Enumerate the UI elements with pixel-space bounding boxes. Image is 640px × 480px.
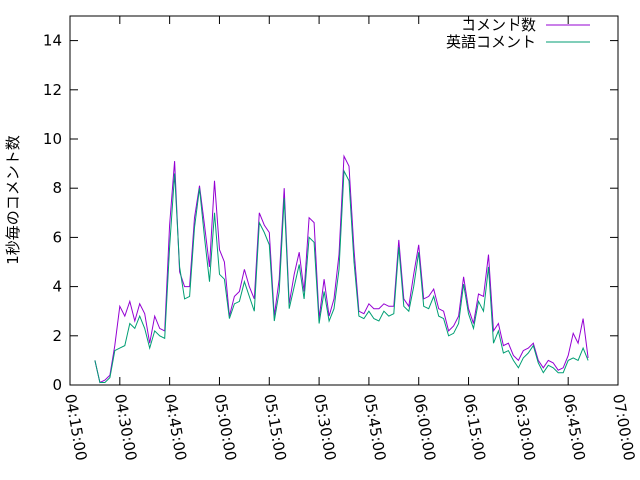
y-axis-label: 1秒毎のコメント数 (4, 135, 22, 265)
x-tick-label: 04:15:00 (61, 393, 90, 462)
y-tick-label: 10 (43, 130, 62, 148)
x-tick-label: 05:45:00 (360, 393, 389, 462)
x-tick-label: 06:45:00 (559, 393, 588, 462)
x-tick-label: 05:30:00 (310, 393, 339, 462)
x-tick-label: 04:45:00 (161, 393, 190, 462)
series-line-1 (94, 169, 589, 383)
legend-label-1: 英語コメント (446, 33, 536, 51)
x-tick-label: 06:15:00 (460, 393, 489, 462)
y-tick-label: 2 (52, 327, 62, 345)
y-tick-label: 12 (43, 81, 62, 99)
y-tick-label: 0 (52, 376, 62, 394)
plot-frame (69, 15, 619, 386)
x-tick-label: 07:00:00 (609, 393, 638, 462)
y-tick-label: 4 (52, 278, 62, 296)
x-tick-label: 05:00:00 (211, 393, 240, 462)
y-tick-label: 8 (52, 179, 62, 197)
y-tick-label: 6 (52, 228, 62, 246)
x-axis: 04:15:00 04:30:00 04:45:00 05:00:00 05:15:00… (61, 16, 638, 462)
x-tick-label: 06:30:00 (509, 393, 538, 462)
x-tick-label: 05:15:00 (260, 393, 289, 462)
x-tick-label: 06:00:00 (410, 393, 439, 462)
series-layer (94, 154, 589, 384)
y-axis: 0 2 4 6 8 10 12 14 (43, 32, 618, 394)
y-tick-label: 14 (43, 32, 62, 50)
legend-label-0: コメント数 (461, 16, 536, 34)
x-tick-label: 04:30:00 (111, 393, 140, 462)
